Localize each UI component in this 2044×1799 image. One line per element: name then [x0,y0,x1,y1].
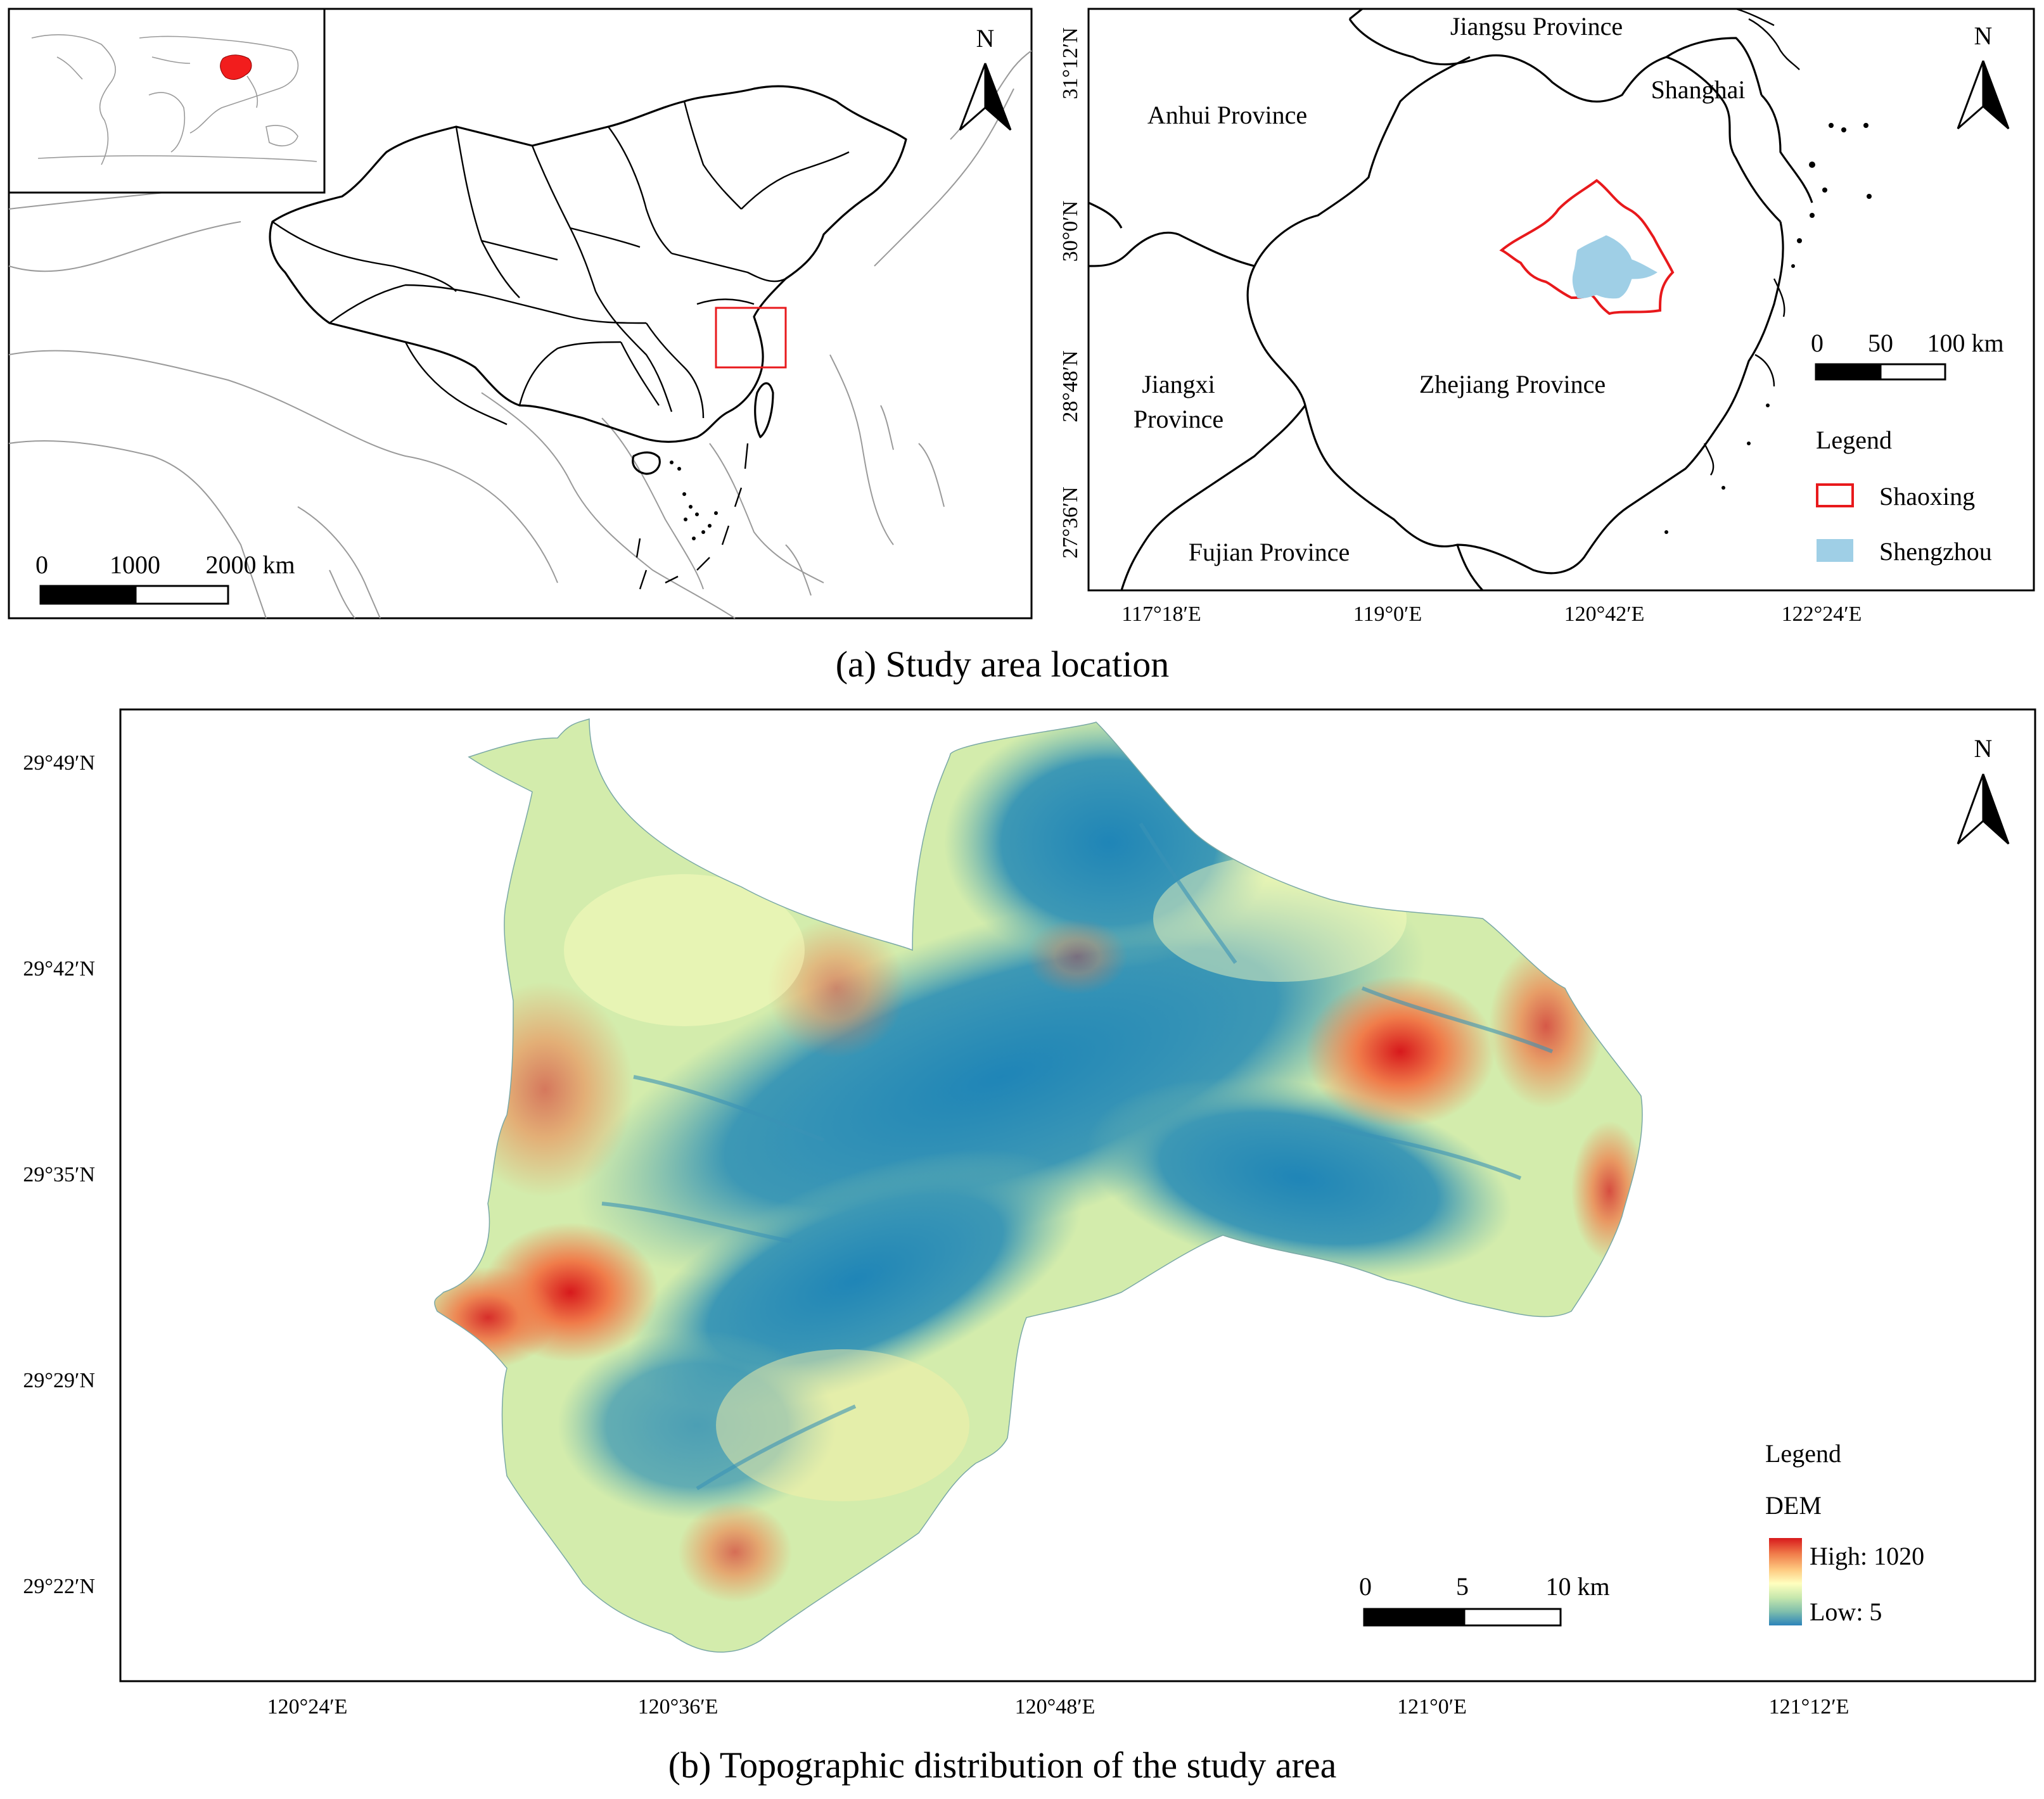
scale-bar-regional: 0 50 100 km [1811,329,2004,381]
legend-low: Low: 5 [1810,1598,1882,1626]
caption-a: (a) Study area location [836,644,1170,685]
scale-bar-a: 0 1000 2000 km [35,550,295,605]
province-borders [1088,8,1872,592]
china-highlight [220,54,252,80]
lat-tick: 27°36′N [1059,486,1082,559]
lon-tick: 120°36′E [638,1695,719,1719]
scale-tick-2: 100 km [1927,329,2003,357]
caption-b: (b) Topographic distribution of the stud… [668,1745,1337,1786]
regional-legend: Legend Shaoxing Shengzhou [1816,426,1992,566]
lat-tick: 29°29′N [23,1369,95,1392]
label-fujian: Fujian Province [1189,538,1350,566]
legend-label-shengzhou: Shengzhou [1879,537,1992,566]
regional-lon-ticks: 117°18′E 119°0′E 120°42′E 122°24′E [1121,602,1862,626]
panel-b-dem-map: 29°49′N 29°42′N 29°35′N 29°29′N 29°22′N … [23,708,2036,1719]
china-provinces [269,85,907,590]
shengzhou-area [1572,235,1658,299]
lat-tick: 29°35′N [23,1163,95,1186]
panel-a-right-map: Jiangsu Province Shanghai Anhui Province… [1059,8,2035,626]
lat-tick: 31°12′N [1059,27,1082,99]
label-jiangsu: Jiangsu Province [1450,12,1623,41]
lon-tick: 120°24′E [267,1695,348,1719]
scale-tick-2: 10 km [1545,1572,1609,1601]
north-arrow-a: N [959,24,1012,131]
label-zhejiang: Zhejiang Province [1419,370,1606,398]
dem-color-ramp [1769,1538,1802,1625]
legend-label-shaoxing: Shaoxing [1879,482,1975,511]
scale-tick-0: 0 [35,550,48,579]
lat-tick: 28°48′N [1059,350,1082,423]
scale-tick-0: 0 [1359,1572,1372,1601]
lon-tick: 120°48′E [1015,1695,1095,1719]
north-label: N [976,24,995,53]
label-jiangxi-line1: Jiangxi [1142,370,1215,398]
regional-map-frame [1087,8,2035,592]
north-arrow-regional: N [1957,22,2010,130]
north-label: N [1974,734,1993,763]
label-anhui: Anhui Province [1147,101,1307,129]
label-shanghai: Shanghai [1651,75,1746,104]
legend-swatch-shaoxing [1816,483,1854,507]
lat-tick: 29°49′N [23,751,95,775]
lon-tick: 117°18′E [1121,602,1201,626]
asia-coastlines [8,50,1032,619]
scale-tick-1: 50 [1868,329,1893,357]
lat-tick: 29°22′N [23,1575,95,1598]
scale-bar-b: 0 5 10 km [1359,1572,1610,1627]
north-label: N [1974,22,1993,50]
south-china-sea-islands [636,443,749,590]
lon-tick: 120°42′E [1564,602,1645,626]
legend-swatch-shengzhou [1817,539,1853,562]
lon-tick: 122°24′E [1782,602,1862,626]
dem-lat-ticks: 29°49′N 29°42′N 29°35′N 29°29′N 29°22′N [23,751,95,1598]
province-labels: Jiangsu Province Shanghai Anhui Province… [1134,12,1746,566]
dem-boundary [434,718,1643,1653]
scale-tick-1: 5 [1456,1572,1469,1601]
shaoxing-boundary [1499,179,1675,315]
legend-title: Legend [1765,1439,1841,1468]
lon-tick: 121°0′E [1397,1695,1467,1719]
world-inset [8,8,326,194]
dem-legend: Legend DEM High: 1020 Low: 5 [1765,1439,1924,1626]
lat-tick: 29°42′N [23,957,95,981]
legend-title: Legend [1816,426,1892,454]
panel-a-left-map: N 0 1000 2000 km [8,8,1033,620]
legend-high: High: 1020 [1810,1542,1924,1570]
scale-tick-0: 0 [1811,329,1824,357]
lat-tick: 30°0′N [1059,201,1082,262]
north-arrow-b: N [1957,734,2010,845]
scale-tick-1: 1000 [110,550,160,579]
scale-tick-2: 2000 km [205,550,295,579]
dem-lon-ticks: 120°24′E 120°36′E 120°48′E 121°0′E 121°1… [267,1695,1849,1719]
label-jiangxi-line2: Province [1134,405,1223,433]
study-region-highlight-box [715,307,787,369]
lon-tick: 119°0′E [1353,602,1422,626]
legend-subtitle: DEM [1765,1491,1822,1520]
regional-lat-ticks: 31°12′N 30°0′N 28°48′N 27°36′N [1059,27,1082,559]
lon-tick: 121°12′E [1769,1695,1849,1719]
